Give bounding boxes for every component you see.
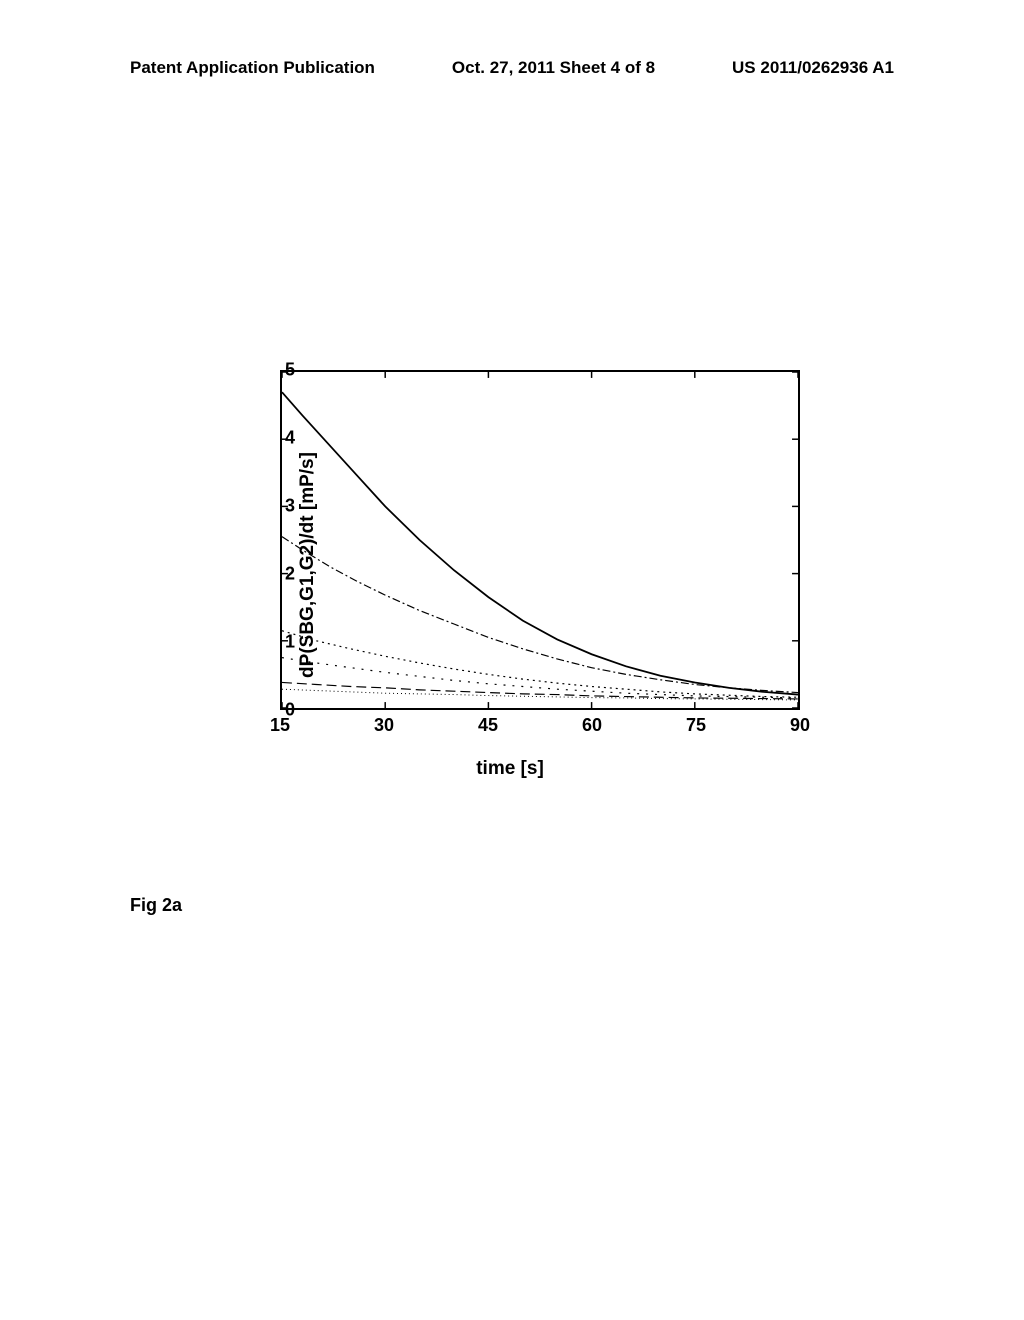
- x-tick-label: 75: [686, 715, 706, 736]
- x-tick-label: 30: [374, 715, 394, 736]
- x-tick-label: 15: [270, 715, 290, 736]
- chart: dP(SBG,G1,G2)/dt [mP/s] time [s] 012345 …: [190, 350, 830, 780]
- series-curve2: [282, 537, 798, 693]
- header-publication: Patent Application Publication: [130, 58, 375, 78]
- figure-caption: Fig 2a: [130, 895, 182, 916]
- page-header: Patent Application Publication Oct. 27, …: [0, 58, 1024, 78]
- x-tick-label: 90: [790, 715, 810, 736]
- series-curve4: [282, 658, 798, 698]
- y-tick-label: 3: [285, 496, 295, 517]
- header-patent-number: US 2011/0262936 A1: [732, 58, 894, 78]
- y-tick-label: 5: [285, 360, 295, 381]
- header-date-sheet: Oct. 27, 2011 Sheet 4 of 8: [452, 58, 655, 78]
- x-axis-label: time [s]: [476, 758, 544, 780]
- x-tick-label: 60: [582, 715, 602, 736]
- series-curve1: [282, 392, 798, 694]
- y-tick-label: 1: [285, 632, 295, 653]
- plot-area: [280, 370, 800, 710]
- chart-curves: [282, 372, 798, 708]
- y-tick-label: 4: [285, 428, 295, 449]
- x-tick-label: 45: [478, 715, 498, 736]
- y-tick-label: 2: [285, 564, 295, 585]
